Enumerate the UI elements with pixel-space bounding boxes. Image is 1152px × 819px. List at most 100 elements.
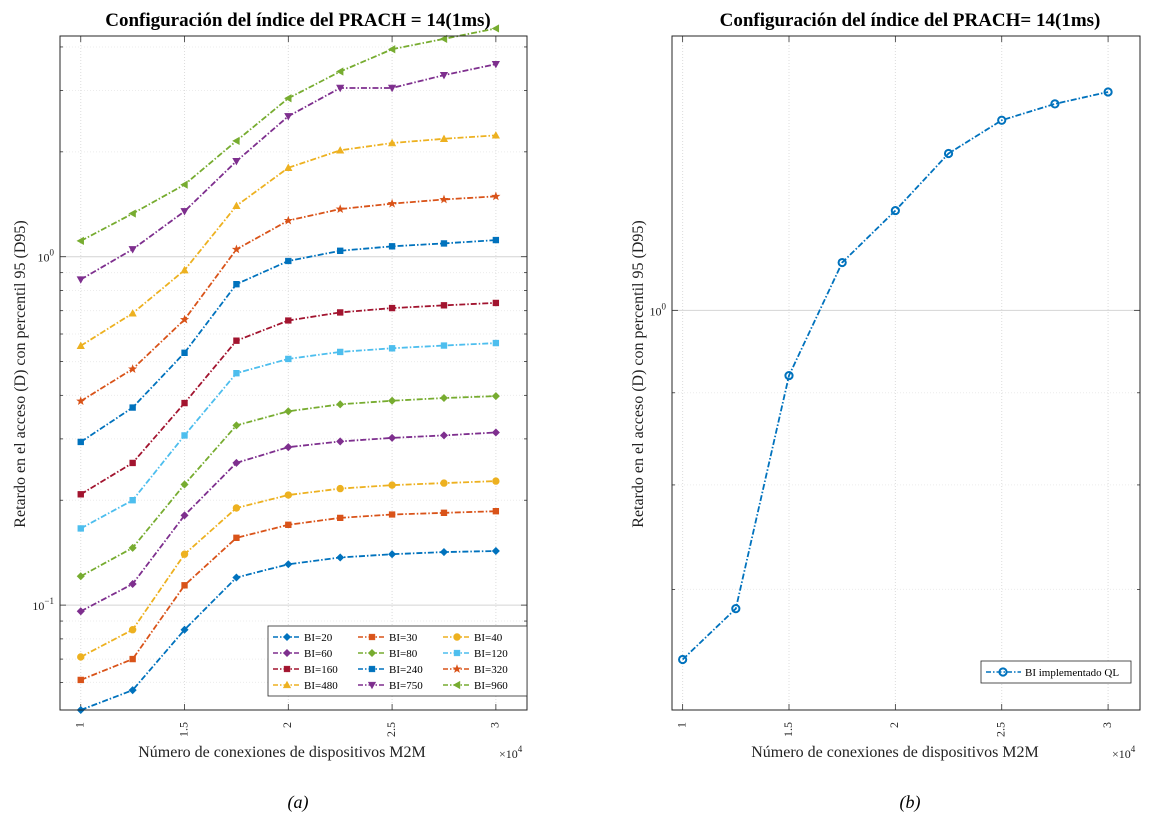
chart-a-data-point — [283, 215, 293, 225]
chart-a-legend-marker — [453, 649, 461, 657]
chart-a-data-point — [233, 337, 240, 344]
chart-a-data-point — [439, 394, 449, 403]
chart-a-data-point — [129, 459, 136, 467]
chart-a-data-point — [180, 625, 189, 634]
chart-b-caption: (b) — [900, 792, 921, 813]
chart-a-legend-label: BI=160 — [304, 664, 338, 676]
chart-a-plot-area: 1 1.5 2 2.5 3 10−1 100 BI=20 BI=30 BI=40 BI=60 BI=8… — [32, 24, 528, 737]
chart-a-data-point — [180, 511, 189, 520]
chart-a-data-point — [128, 543, 137, 552]
chart-a-data-point — [77, 438, 84, 446]
chart-a-series-line — [80, 134, 496, 347]
chart-a-data-point — [439, 34, 448, 43]
chart-a-x-exponent: ×104 — [499, 744, 523, 761]
chart-a-data-point — [388, 550, 397, 559]
chart-b-ytick-label: 100 — [650, 301, 667, 318]
chart-b-title: Configuración del índice del PRACH= 14(1… — [720, 10, 1101, 31]
chart-a-data-point — [491, 131, 500, 139]
chart-a-data-point — [180, 180, 188, 189]
chart-b-ylabel: Retardo en el acceso (D) con percentil 9… — [630, 220, 647, 527]
chart-a-legend-label: BI=480 — [304, 680, 338, 692]
chart-a-data-point — [492, 299, 500, 307]
chart-a-data-point — [284, 407, 293, 416]
chart-a-data-point — [232, 136, 240, 145]
chart-b-xtick-label: 2.5 — [993, 722, 1007, 737]
chart-a-data-point — [336, 437, 345, 446]
chart-b-data-point — [784, 370, 794, 381]
chart-a-data-point — [232, 201, 241, 209]
chart-a-legend-marker — [282, 632, 292, 642]
chart-a-data-point — [284, 491, 293, 499]
chart-b-data-point — [890, 205, 900, 216]
chart-a-xtick-label: 2 — [280, 722, 294, 728]
chart-a-data-point — [232, 458, 241, 467]
chart-a-data-point — [77, 525, 84, 532]
chart-a-data-point — [491, 546, 500, 556]
chart-a-legend-marker — [368, 633, 376, 641]
chart-a-data-point — [129, 404, 136, 411]
chart-a-data-point — [336, 84, 345, 93]
chart-a-series — [76, 392, 500, 581]
chart-a-xlabel: Número de conexiones de dispositivos M2M — [138, 744, 426, 761]
chart-a-data-point — [492, 236, 500, 244]
chart-a-title: Configuración del índice del PRACH = 14(… — [105, 10, 491, 31]
chart-a-data-point — [336, 553, 345, 562]
chart-a-axes-frame — [59, 35, 528, 711]
chart-a-data-point — [440, 479, 448, 487]
chart-a-data-point — [128, 686, 137, 695]
chart-a-data-point — [439, 194, 449, 204]
chart-a-data-point — [285, 257, 292, 265]
chart-panel-a: Configuración del índice del PRACH = 14(… — [12, 10, 528, 813]
chart-a-data-point — [337, 247, 344, 254]
chart-a-data-point — [336, 146, 345, 154]
chart-a-ytick-label: 10−1 — [32, 596, 54, 613]
chart-b-legend-label: BI implementado QL — [1025, 667, 1119, 679]
chart-b-xtick-label: 1 — [674, 722, 688, 728]
chart-a-data-point — [492, 477, 500, 485]
chart-b-plot-area: 1 1.5 2 2.5 3 100 BI implementado QL — [650, 35, 1141, 737]
chart-a-data-point — [491, 24, 500, 33]
chart-a-series — [76, 191, 501, 406]
chart-a-legend-label: BI=240 — [389, 664, 423, 676]
chart-a-data-point — [388, 396, 397, 405]
chart-a-data-point — [439, 431, 449, 440]
chart-a-data-point — [128, 579, 137, 588]
chart-a-data-point — [76, 572, 85, 581]
chart-a-data-point — [233, 280, 240, 288]
chart-a-data-point — [387, 45, 396, 54]
chart-a-data-point — [491, 60, 500, 69]
chart-b-data-point — [837, 257, 847, 268]
chart-b-xtick-label: 1.5 — [781, 722, 795, 737]
chart-a-series — [77, 299, 500, 498]
chart-a-legend-marker — [452, 664, 462, 673]
chart-a-data-point — [181, 582, 188, 589]
chart-a-data-point — [180, 208, 189, 216]
chart-b-data-point — [997, 115, 1007, 125]
chart-a-legend-label: BI=120 — [474, 648, 508, 660]
chart-a-data-point — [335, 67, 344, 76]
chart-a-legend-label: BI=80 — [389, 648, 418, 660]
chart-a-data-point — [77, 491, 84, 498]
chart-a-legend-box — [267, 625, 528, 697]
chart-a-data-point — [76, 396, 86, 406]
chart-b-axes-frame — [671, 35, 1141, 711]
chart-a-data-point — [439, 548, 449, 557]
chart-b-legend: BI implementado QL — [980, 660, 1132, 684]
chart-a-data-point — [180, 480, 189, 489]
chart-a-data-point — [440, 342, 448, 349]
chart-a-data-point — [180, 265, 189, 274]
chart-a-series — [77, 236, 500, 446]
chart-a-legend-label: BI=750 — [389, 680, 423, 692]
chart-a-data-point — [284, 560, 293, 569]
chart-a-series — [77, 339, 500, 532]
chart-a-data-point — [128, 309, 137, 317]
chart-a-data-point — [285, 355, 292, 363]
chart-a-legend-label: BI=20 — [304, 632, 333, 644]
chart-a-data-point — [233, 370, 240, 377]
chart-a-data-point — [440, 509, 448, 517]
chart-a-data-point — [232, 421, 241, 430]
chart-a-data-point — [128, 246, 137, 254]
chart-a-legend-marker — [367, 681, 377, 690]
chart-a-legend-label: BI=40 — [474, 632, 503, 644]
chart-a-series — [76, 428, 500, 616]
